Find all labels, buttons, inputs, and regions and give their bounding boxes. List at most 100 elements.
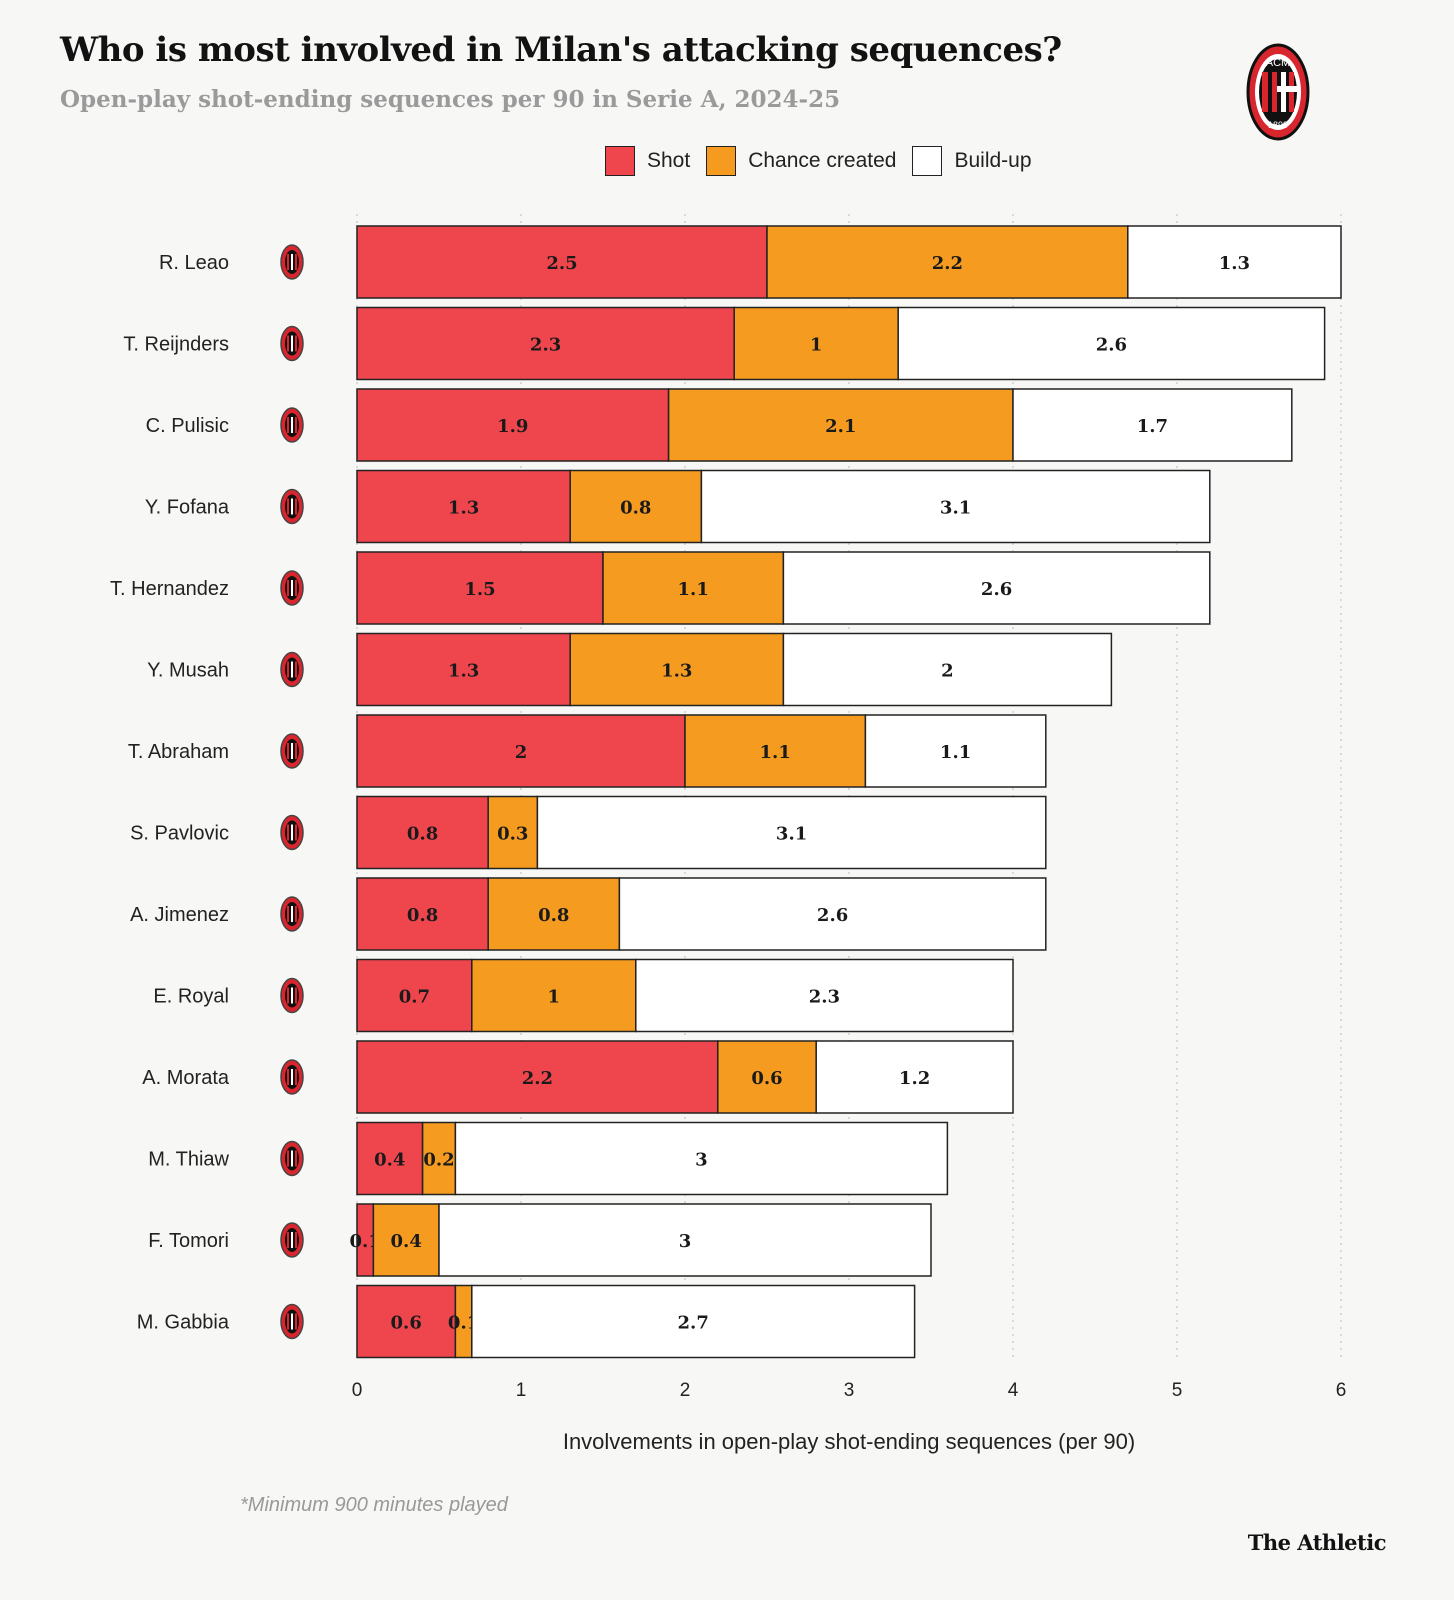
bar-buildup [438, 1203, 932, 1277]
bar-shot [356, 632, 571, 707]
legend-item-shot: Shot [605, 146, 690, 176]
legend-item-chance: Chance created [706, 146, 896, 176]
bar-buildup [618, 877, 1047, 951]
bar-value-label-chance: 0.3 [497, 824, 528, 845]
milan-crest-icon [280, 977, 304, 1014]
player-label: T. Hernandez [110, 578, 229, 600]
bar-shot [356, 795, 489, 870]
bar-value-label-buildup: 3 [679, 1231, 692, 1252]
bar-value-label-chance: 2.2 [932, 253, 963, 274]
bar-value-label-buildup: 2.6 [1096, 335, 1127, 356]
x-axis-label: Involvements in open-play shot-ending se… [563, 1429, 1135, 1454]
bar-buildup [454, 1121, 949, 1196]
bar-value-label-chance: 0.8 [538, 905, 569, 926]
bar-value-label-buildup: 2.3 [809, 987, 840, 1008]
bar-shot [356, 1040, 719, 1114]
legend-label-buildup: Build-up [954, 149, 1032, 172]
bar-chance [684, 714, 867, 788]
milan-crest-icon [280, 488, 304, 525]
x-tick-label: 5 [1172, 1380, 1183, 1401]
bar-buildup [1127, 225, 1342, 299]
bar-buildup [897, 306, 1326, 381]
bar-chance [421, 1121, 457, 1196]
bar-value-label-chance: 0.2 [423, 1150, 454, 1171]
player-label: M. Gabbia [137, 1312, 230, 1334]
bar-chance [766, 225, 1129, 299]
bar-value-label-shot: 1.5 [464, 579, 495, 600]
milan-crest-icon [280, 651, 304, 688]
bar-value-label-chance: 1.1 [760, 742, 791, 763]
bar-value-label-shot: 1.3 [448, 661, 479, 682]
bar-value-label-shot: 2.5 [546, 253, 577, 274]
bar-shot [356, 1284, 457, 1359]
bar-value-label-chance: 1 [548, 987, 561, 1008]
footnote: *Minimum 900 minutes played [240, 1494, 508, 1516]
bar-value-label-chance: 1.1 [678, 579, 709, 600]
bar-value-label-shot: 2.3 [530, 335, 561, 356]
bar-value-label-shot: 2 [515, 742, 528, 763]
player-label: C. Pulisic [146, 415, 229, 437]
legend-swatch-buildup [912, 146, 943, 176]
bar-buildup [635, 958, 1014, 1033]
bar-value-label-shot: 1.9 [497, 416, 528, 437]
bar-value-label-buildup: 2.6 [981, 579, 1012, 600]
legend-swatch-shot [605, 146, 635, 176]
milan-crest-icon [280, 814, 304, 851]
player-label: Y. Musah [147, 660, 229, 682]
bar-shot [356, 225, 768, 299]
bar-shot [356, 469, 571, 544]
bar-buildup [864, 714, 1047, 788]
milan-crest-icon [280, 1059, 304, 1095]
milan-crest-icon [280, 407, 304, 443]
bar-shot [356, 1121, 424, 1196]
bar-shot [356, 714, 686, 788]
bar-value-label-buildup: 1.7 [1137, 416, 1168, 437]
chart-subtitle: Open-play shot-ending sequences per 90 i… [60, 86, 841, 113]
bar-shot [356, 551, 604, 625]
milan-crest-icon [280, 1303, 304, 1340]
bar-value-label-chance: 0.6 [751, 1068, 782, 1089]
bar-value-label-buildup: 1.3 [1219, 253, 1250, 274]
chart-legend: Shot Chance created Build-up [605, 146, 1048, 176]
brand-logo: The Athletic [1247, 1530, 1387, 1555]
milan-crest-icon [280, 1140, 304, 1177]
x-tick-label: 4 [1008, 1380, 1019, 1401]
bar-value-label-buildup: 1.2 [899, 1068, 930, 1089]
legend-item-buildup: Build-up [912, 146, 1032, 176]
bar-value-label-chance: 0.4 [391, 1231, 422, 1252]
milan-crest-icon [280, 1222, 304, 1258]
bar-shot [356, 306, 735, 381]
x-tick-label: 3 [844, 1380, 855, 1401]
bar-chance [569, 632, 785, 707]
bar-value-label-buildup: 3 [695, 1150, 708, 1171]
bar-buildup [782, 632, 1113, 707]
bar-value-label-chance: 2.1 [825, 416, 856, 437]
legend-swatch-chance [706, 146, 737, 176]
ac-milan-crest-icon: ACM 1899 [1246, 43, 1310, 141]
logo-bottom-text: 1899 [1268, 120, 1288, 130]
bar-buildup [700, 469, 1211, 544]
bar-buildup [471, 1284, 916, 1359]
milan-crest-icon [280, 570, 304, 606]
x-tick-label: 2 [680, 1380, 691, 1401]
bar-chance [569, 469, 703, 544]
bar-buildup [815, 1040, 1014, 1114]
player-label: M. Thiaw [148, 1149, 229, 1171]
bar-value-label-buildup: 3.1 [776, 824, 807, 845]
milan-crest-icon [280, 896, 304, 932]
player-label: F. Tomori [148, 1230, 229, 1252]
bar-chance [733, 306, 899, 381]
bar-buildup [1012, 388, 1293, 462]
bar-chance [717, 1040, 817, 1114]
bar-value-label-shot: 2.2 [522, 1068, 553, 1089]
player-label: Y. Fofana [145, 497, 230, 519]
bar-value-label-chance: 1 [810, 335, 823, 356]
milan-crest-icon [280, 325, 304, 362]
x-tick-label: 0 [352, 1380, 363, 1401]
bar-value-label-buildup: 3.1 [940, 498, 971, 519]
player-label: A. Jimenez [130, 904, 229, 926]
bar-value-label-buildup: 2 [941, 661, 954, 682]
bar-value-label-buildup: 2.6 [817, 905, 848, 926]
bar-value-label-shot: 0.7 [399, 987, 430, 1008]
